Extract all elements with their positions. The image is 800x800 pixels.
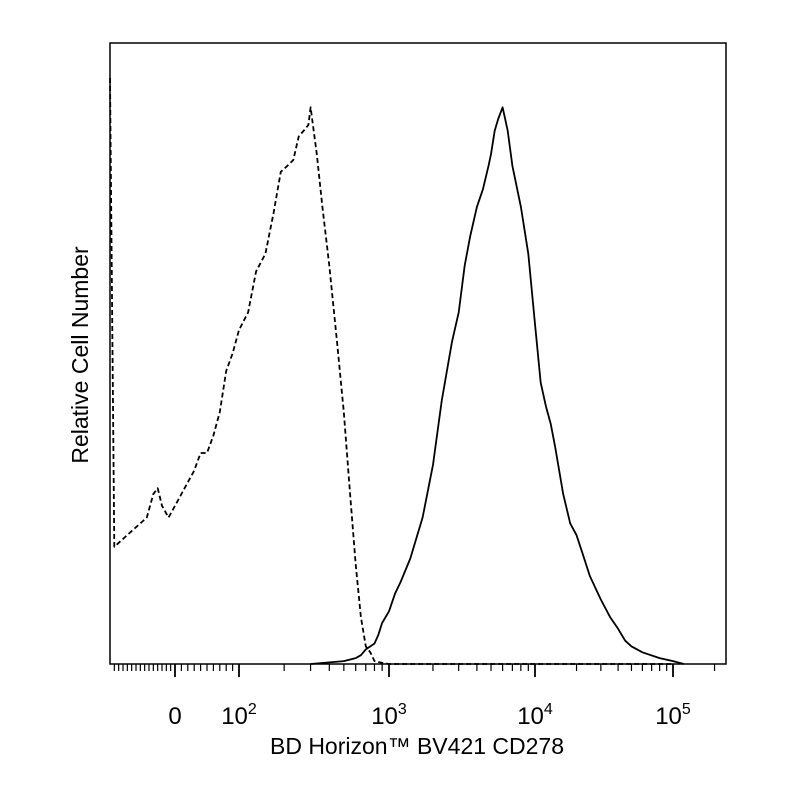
x-minor-ticks	[113, 664, 716, 671]
x-axis-title: BD Horizon™ BV421 CD278	[270, 733, 564, 759]
x-tick-label: 104	[517, 701, 553, 730]
series-line-control	[109, 77, 673, 665]
series-line-stained	[310, 106, 685, 665]
x-tick-labels: 0 102 103 104 105	[168, 701, 691, 730]
plot-frame	[109, 42, 727, 665]
x-tick-label: 103	[371, 701, 407, 730]
x-tick-label: 0	[168, 703, 181, 730]
y-axis-title: Relative Cell Number	[67, 246, 93, 464]
series-layer	[109, 77, 685, 665]
x-tick-label: 102	[221, 701, 257, 730]
x-major-ticks	[174, 664, 674, 677]
x-tick-label: 105	[655, 701, 691, 730]
